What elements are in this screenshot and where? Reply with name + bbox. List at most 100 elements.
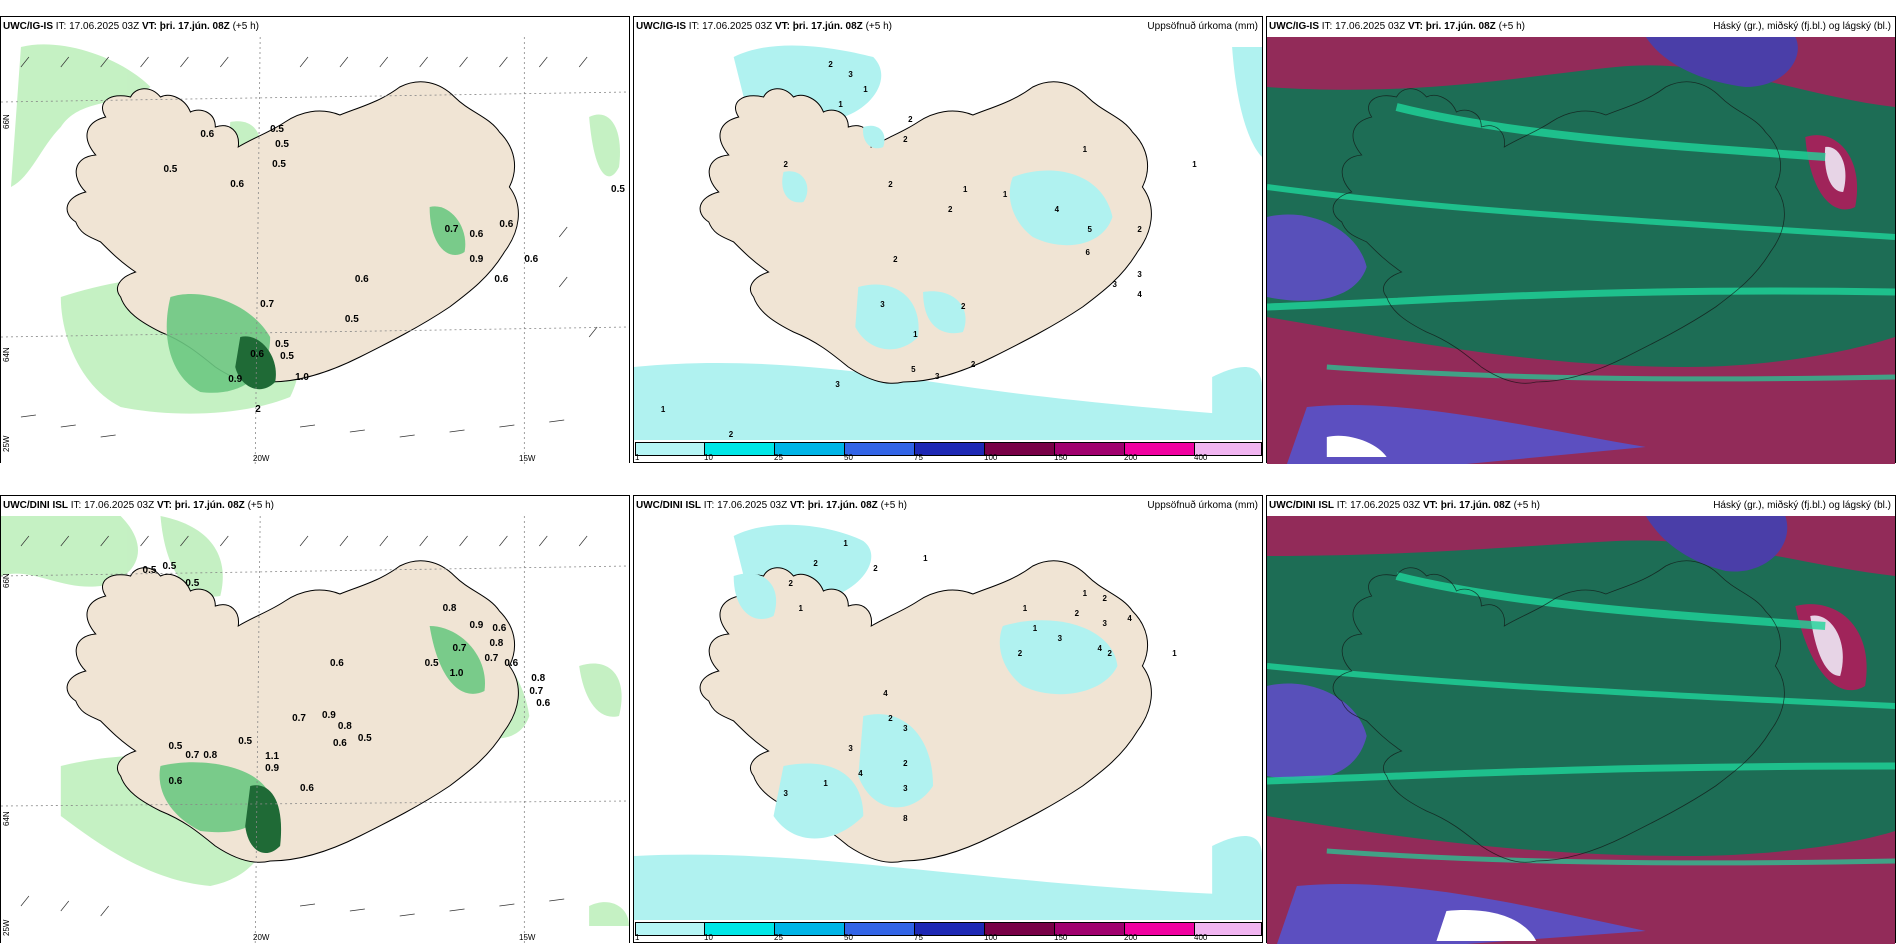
svg-text:2: 2 <box>1137 225 1142 234</box>
svg-text:3: 3 <box>903 724 908 733</box>
colorbar-segment <box>1194 922 1262 936</box>
colorbar-label: 10 <box>704 453 713 462</box>
svg-text:0.6: 0.6 <box>470 229 484 240</box>
precip-value: 0.6 <box>200 129 214 140</box>
panel-header: UWC/IG-IS IT: 17.06.2025 03Z VT: þri. 17… <box>634 17 1262 37</box>
lat-label-64n: 64N <box>2 347 11 362</box>
svg-text:1: 1 <box>798 604 803 613</box>
svg-text:2: 2 <box>961 302 966 311</box>
svg-text:1: 1 <box>1023 604 1028 613</box>
svg-text:3: 3 <box>1137 270 1142 279</box>
svg-text:3: 3 <box>935 372 940 381</box>
svg-text:0.6: 0.6 <box>300 783 314 794</box>
svg-text:0.9: 0.9 <box>322 710 336 721</box>
svg-text:0.7: 0.7 <box>260 299 274 310</box>
svg-text:0.6: 0.6 <box>499 219 513 230</box>
svg-text:0.5: 0.5 <box>162 561 176 572</box>
colorbar-label: 200 <box>1124 453 1138 462</box>
svg-text:0.9: 0.9 <box>470 254 484 265</box>
panel-bottom-cloud-cover: UWC/DINI ISL IT: 17.06.2025 03Z VT: þri.… <box>1266 495 1896 944</box>
svg-text:0.5: 0.5 <box>280 351 294 362</box>
colorbar-label: 25 <box>774 933 783 942</box>
lon-label-20w: 20W <box>253 454 270 463</box>
svg-text:2: 2 <box>903 759 908 768</box>
svg-text:2: 2 <box>828 60 833 69</box>
panel-header: UWC/IG-IS IT: 17.06.2025 03Z VT: þri. 17… <box>1267 17 1895 37</box>
svg-text:0.9: 0.9 <box>470 620 484 631</box>
lat-label-64n: 64N <box>2 811 11 826</box>
svg-text:1: 1 <box>838 100 843 109</box>
panel-bottom-wind-precip: UWC/DINI ISL IT: 17.06.2025 03Z VT: þri.… <box>0 495 630 944</box>
svg-text:0.5: 0.5 <box>163 164 177 175</box>
colorbar-label: 75 <box>914 453 923 462</box>
svg-text:0.8: 0.8 <box>443 603 457 614</box>
init-time: 17.06.2025 03Z <box>69 21 140 32</box>
svg-text:2: 2 <box>948 205 953 214</box>
svg-text:2: 2 <box>893 255 898 264</box>
colorbar-segment <box>704 922 775 936</box>
svg-text:2: 2 <box>1018 649 1023 658</box>
colorbar-segment <box>635 922 705 936</box>
cloud-cover-map <box>1267 37 1895 464</box>
svg-text:2: 2 <box>1103 594 1108 603</box>
svg-text:4: 4 <box>1098 644 1103 653</box>
wind-precip-map: 0.5 0.5 0.5 0.8 0.9 0.6 0.7 0.8 0.7 0.6 … <box>1 516 629 944</box>
svg-text:0.5: 0.5 <box>611 184 625 195</box>
panel-title: Háský (gr.), miðský (fj.bl.) og lágský (… <box>1713 21 1891 32</box>
svg-text:1: 1 <box>1083 145 1088 154</box>
svg-text:1: 1 <box>823 779 828 788</box>
svg-text:2: 2 <box>813 559 818 568</box>
model-label: UWC/IG-IS <box>3 21 53 32</box>
svg-text:1.0: 1.0 <box>450 668 464 679</box>
svg-text:3: 3 <box>1058 634 1063 643</box>
precip-colorbar: 1 10 25 50 75 100 150 200 400 <box>634 920 1262 942</box>
svg-text:0.6: 0.6 <box>536 698 550 709</box>
svg-text:0.5: 0.5 <box>358 733 372 744</box>
cloud-cover-map <box>1267 516 1895 944</box>
svg-text:0.8: 0.8 <box>338 721 352 732</box>
svg-text:0.9: 0.9 <box>265 763 279 774</box>
lead-time: (+5 h) <box>232 21 259 32</box>
svg-text:3: 3 <box>784 789 789 798</box>
colorbar-label: 10 <box>704 933 713 942</box>
svg-text:3: 3 <box>903 784 908 793</box>
colorbar-segment <box>914 922 985 936</box>
svg-text:2: 2 <box>1075 609 1080 618</box>
svg-text:0.7: 0.7 <box>445 224 459 235</box>
svg-text:1: 1 <box>863 85 868 94</box>
svg-text:1: 1 <box>923 554 928 563</box>
svg-text:2: 2 <box>789 579 794 588</box>
svg-text:0.5: 0.5 <box>270 124 284 135</box>
colorbar-segment <box>914 442 985 456</box>
svg-text:4: 4 <box>1055 205 1060 214</box>
colorbar-label: 75 <box>914 933 923 942</box>
svg-text:3: 3 <box>835 380 840 389</box>
svg-text:2: 2 <box>971 360 976 369</box>
colorbar-segment <box>774 442 845 456</box>
panel-title: Háský (gr.), miðský (fj.bl.) og lágský (… <box>1713 500 1891 511</box>
svg-text:0.5: 0.5 <box>345 314 359 325</box>
svg-text:2: 2 <box>784 160 789 169</box>
svg-text:0.8: 0.8 <box>531 673 545 684</box>
colorbar-label: 400 <box>1194 453 1208 462</box>
svg-text:0.8: 0.8 <box>489 638 503 649</box>
colorbar-label: 1 <box>635 933 640 942</box>
svg-text:0.5: 0.5 <box>185 578 199 589</box>
panel-header: UWC/DINI ISL IT: 17.06.2025 03Z VT: þri.… <box>1 496 629 516</box>
svg-text:4: 4 <box>1137 290 1142 299</box>
svg-text:0.7: 0.7 <box>484 653 498 664</box>
svg-text:4: 4 <box>883 689 888 698</box>
svg-text:0.6: 0.6 <box>250 349 264 360</box>
svg-text:1: 1 <box>963 185 968 194</box>
svg-text:0.8: 0.8 <box>203 750 217 761</box>
colorbar-segment <box>704 442 775 456</box>
svg-text:1: 1 <box>1033 624 1038 633</box>
svg-text:3: 3 <box>1103 619 1108 628</box>
svg-text:3: 3 <box>1112 280 1117 289</box>
panel-header: UWC/IG-IS IT: 17.06.2025 03Z VT: þri. 17… <box>1 17 629 37</box>
colorbar-label: 100 <box>984 933 998 942</box>
colorbar-label: 25 <box>774 453 783 462</box>
svg-text:6: 6 <box>1086 248 1091 257</box>
lon-label-15w: 15W <box>519 454 536 463</box>
svg-text:3: 3 <box>848 744 853 753</box>
